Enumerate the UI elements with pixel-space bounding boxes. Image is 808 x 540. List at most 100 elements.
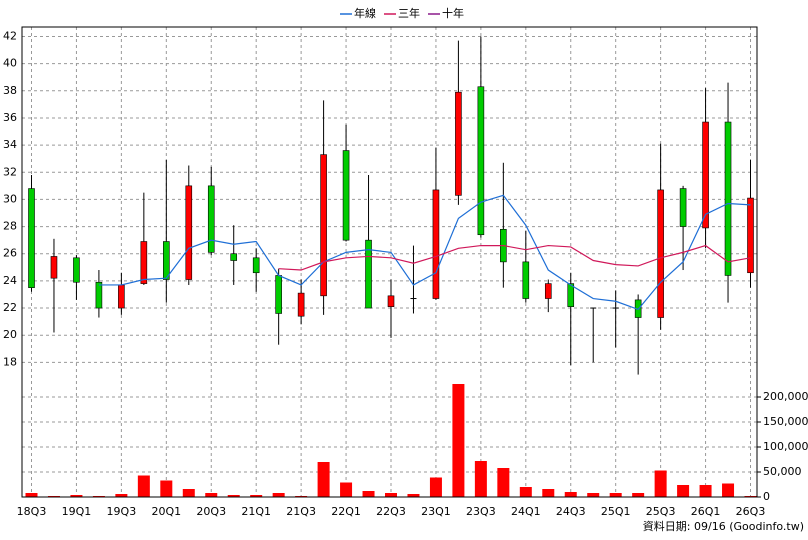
x-tick-label: 20Q3 [196, 505, 226, 518]
volume-bar [632, 493, 645, 497]
candle-body [297, 292, 305, 317]
candle-body [544, 283, 552, 299]
volume-bar [70, 495, 83, 497]
x-tick-label: 21Q1 [241, 505, 271, 518]
candle-body [477, 86, 485, 236]
volume-bar [609, 493, 622, 497]
x-tick-label: 23Q1 [421, 505, 451, 518]
candle-body [140, 241, 148, 284]
volume-bar [497, 468, 510, 497]
x-tick-label: 21Q3 [286, 505, 316, 518]
x-tick-label: 19Q1 [62, 505, 92, 518]
y2-tick-label: 0 [763, 490, 770, 503]
y-tick-label: 32 [3, 165, 17, 178]
x-tick-label: 23Q3 [466, 505, 496, 518]
volume-bar [115, 494, 128, 497]
volume-bar [182, 489, 195, 497]
volume-bar [205, 493, 218, 497]
x-tick-label: 18Q3 [17, 505, 47, 518]
candle-body [28, 188, 35, 288]
volume-bar [474, 461, 487, 497]
x-tick-label: 19Q3 [107, 505, 137, 518]
candle-body [657, 189, 664, 318]
candle-body [702, 121, 709, 229]
candle-body [522, 261, 530, 299]
line-series [278, 244, 751, 271]
y2-tick-label: 150,000 [763, 415, 808, 428]
legend-label: 年線 [354, 6, 376, 20]
candle-body [230, 253, 238, 261]
volume-bar [677, 485, 690, 497]
x-tick-label: 25Q3 [646, 505, 676, 518]
volume-bar [587, 493, 600, 497]
x-tick-label: 26Q1 [691, 505, 721, 518]
line-series [98, 194, 751, 311]
y2-tick-label: 100,000 [763, 440, 808, 453]
plot-border [21, 26, 758, 498]
y-tick-label: 22 [3, 301, 17, 314]
volume-bar [699, 485, 712, 497]
x-tick-label: 22Q1 [331, 505, 361, 518]
x-tick-label: 20Q1 [151, 505, 181, 518]
volume-bar [160, 480, 173, 497]
candle-body [185, 185, 193, 280]
volume-bar [272, 493, 285, 497]
legend-label: 三年 [398, 6, 420, 20]
volume-bar [452, 384, 465, 497]
source-note: 資料日期: 09/16 (Goodinfo.tw) [643, 519, 804, 533]
volume-bar [340, 482, 353, 497]
y2-tick-label: 50,000 [763, 465, 802, 478]
candle-body [342, 150, 350, 241]
candle-body [50, 256, 58, 279]
volume-bar [429, 477, 442, 497]
x-tick-label: 26Q3 [736, 505, 766, 518]
volume-bar [519, 487, 532, 497]
legend-label: 十年 [442, 6, 464, 20]
candle-body [320, 154, 327, 297]
candle-body [95, 281, 103, 309]
y-tick-label: 38 [3, 84, 17, 97]
y-tick-label: 26 [3, 247, 17, 260]
y-tick-label: 18 [3, 355, 17, 368]
volume-bar [722, 483, 735, 497]
volume-bar [564, 492, 577, 497]
volume-bar [385, 493, 397, 497]
volume-bar [227, 495, 240, 497]
x-tick-label: 22Q3 [376, 505, 406, 518]
candle-body [387, 295, 395, 307]
y2-tick-label: 200,000 [763, 390, 808, 403]
candle-body [275, 275, 282, 314]
volume-bar [362, 491, 375, 497]
candle-body [163, 241, 170, 280]
candle-body [747, 197, 754, 274]
volume-bar [542, 489, 555, 497]
candle-body [567, 283, 575, 307]
candle-body [724, 121, 732, 276]
volume-bar [654, 470, 667, 497]
volume-bar [25, 493, 38, 497]
candle-body [455, 91, 462, 196]
y-tick-label: 36 [3, 111, 17, 124]
volume-bar [317, 462, 330, 497]
y-tick-label: 28 [3, 220, 17, 233]
y-tick-label: 42 [3, 30, 17, 43]
candle-body [207, 185, 215, 253]
volume-bar [250, 495, 263, 497]
y-tick-label: 34 [3, 138, 17, 151]
volume-bar [137, 475, 150, 497]
x-tick-label: 25Q1 [601, 505, 631, 518]
candle-body [252, 257, 260, 274]
candle-body [365, 239, 372, 309]
y-tick-label: 20 [3, 328, 17, 341]
y-tick-label: 30 [3, 192, 17, 205]
candle-body [73, 257, 80, 283]
y-tick-label: 40 [3, 57, 17, 70]
candle-body [679, 188, 687, 227]
volume-bar [407, 494, 420, 497]
x-tick-label: 24Q3 [556, 505, 586, 518]
candle-body [432, 189, 440, 299]
x-tick-label: 24Q1 [511, 505, 541, 518]
y-tick-label: 24 [3, 274, 17, 287]
candle-body [118, 284, 125, 309]
